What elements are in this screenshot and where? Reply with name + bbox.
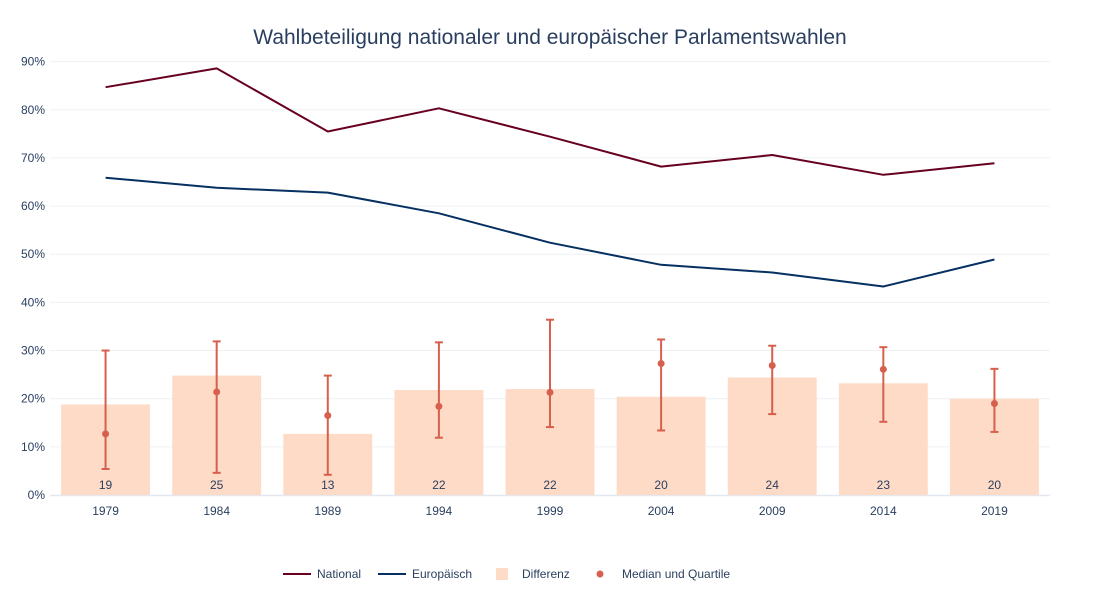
x-axis: 1979 1984 1989 1994 1999 2004 2009 2014 2019 xyxy=(92,504,1008,518)
median-point xyxy=(546,388,554,396)
bar-value-label: 13 xyxy=(321,478,335,492)
x-tick-label: 2014 xyxy=(870,504,897,518)
bar-label-layer: 19 25 13 22 22 20 24 23 20 xyxy=(99,478,1002,492)
bar-value-label: 20 xyxy=(988,478,1002,492)
x-tick-label: 1994 xyxy=(426,504,453,518)
y-tick-label: 20% xyxy=(21,392,45,406)
legend-label: Median und Quartile xyxy=(622,567,730,581)
median-point xyxy=(324,412,332,420)
legend: National Europäisch Differenz Median und Qu… xyxy=(283,567,730,581)
y-tick-label: 90% xyxy=(21,55,45,69)
x-tick-label: 1984 xyxy=(203,504,230,518)
y-tick-label: 40% xyxy=(21,295,45,309)
y-tick-label: 0% xyxy=(28,488,46,502)
median-point xyxy=(768,361,776,369)
bar-value-label: 25 xyxy=(210,478,224,492)
median-point xyxy=(879,365,887,373)
bar-value-label: 19 xyxy=(99,478,113,492)
y-tick-label: 80% xyxy=(21,103,45,117)
series-line-europäisch xyxy=(105,176,995,288)
x-tick-label: 2019 xyxy=(981,504,1008,518)
median-point xyxy=(435,402,443,410)
bar-value-label: 23 xyxy=(877,478,891,492)
bar-value-label: 20 xyxy=(654,478,668,492)
median-point xyxy=(657,360,665,368)
x-tick-label: 2009 xyxy=(759,504,786,518)
bar-value-label: 22 xyxy=(432,478,446,492)
x-tick-label: 1999 xyxy=(537,504,564,518)
y-tick-label: 30% xyxy=(21,344,45,358)
series-line-national xyxy=(105,67,995,176)
x-tick-label: 1979 xyxy=(92,504,119,518)
median-point xyxy=(213,388,221,396)
bar-value-label: 22 xyxy=(543,478,557,492)
y-tick-label: 70% xyxy=(21,151,45,165)
median-point xyxy=(990,400,998,408)
chart-title: Wahlbeteiligung nationaler und europäisc… xyxy=(253,26,846,49)
y-axis: 0% 10% 20% 30% 40% 50% 60% 70% 80% 90% xyxy=(21,55,45,502)
line-layer xyxy=(105,67,995,288)
median-point xyxy=(102,430,110,438)
error-layer xyxy=(101,318,999,476)
legend-swatch-point xyxy=(596,570,604,578)
x-tick-label: 2004 xyxy=(648,504,675,518)
y-tick-label: 60% xyxy=(21,199,45,213)
x-tick-label: 1989 xyxy=(314,504,341,518)
y-tick-label: 10% xyxy=(21,440,45,454)
legend-label: National xyxy=(317,567,361,581)
y-tick-label: 50% xyxy=(21,247,45,261)
legend-label: Europäisch xyxy=(412,567,472,581)
legend-swatch-bar xyxy=(496,568,508,580)
bar-value-label: 24 xyxy=(766,478,780,492)
legend-label: Differenz xyxy=(522,567,570,581)
